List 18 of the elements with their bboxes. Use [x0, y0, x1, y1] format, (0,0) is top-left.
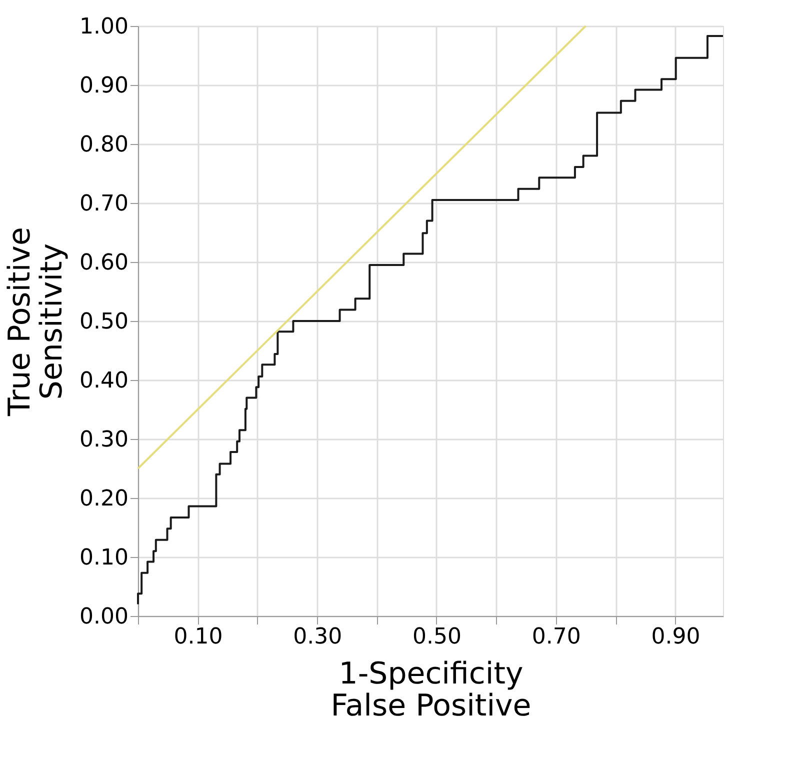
y-tick-label: 0.40 — [80, 368, 128, 394]
y-tick-label: 0.30 — [80, 428, 128, 452]
y-tick-label: 0.20 — [80, 486, 128, 512]
y-tick-label: 0.90 — [80, 74, 128, 98]
y-tick-label: 1.00 — [80, 14, 128, 40]
x-axis-title: 1-Specificity False Positive — [330, 656, 532, 724]
y-tick-label: 0.00 — [80, 604, 128, 630]
x-tick-label: 0.70 — [532, 624, 581, 650]
y-tick-label: 0.60 — [80, 250, 128, 276]
y-tick-label: 0.80 — [80, 132, 128, 158]
y-tick-label: 0.10 — [80, 546, 128, 570]
y-tick-label: 0.70 — [80, 192, 128, 216]
y-tick-label: 0.50 — [80, 310, 128, 334]
y-axis-title: True Positive Sensitivity — [2, 227, 70, 417]
x-tick-label: 0.50 — [412, 624, 462, 650]
x-tick-label: 0.90 — [651, 624, 700, 650]
x-tick-label: 0.10 — [174, 624, 223, 650]
x-tick-label: 0.30 — [293, 624, 342, 650]
